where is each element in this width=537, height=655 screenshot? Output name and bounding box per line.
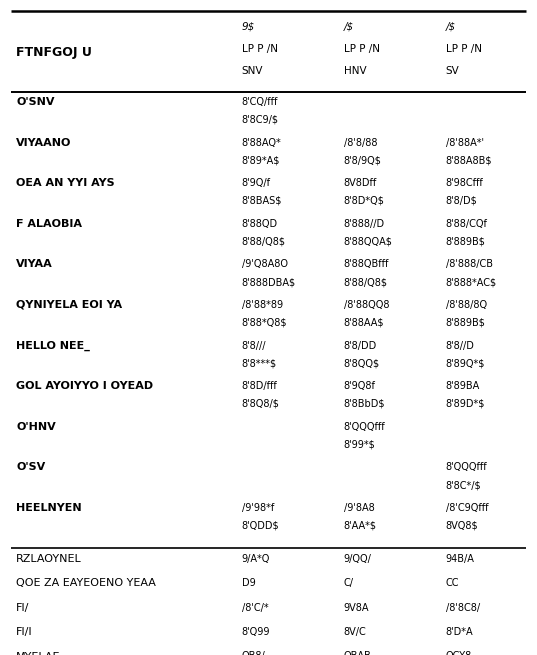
Text: 8'9Q8f: 8'9Q8f (344, 381, 375, 391)
Text: 8'AA*$: 8'AA*$ (344, 521, 376, 531)
Text: 8'8Q8/$: 8'8Q8/$ (242, 399, 280, 409)
Text: QB8/: QB8/ (242, 651, 265, 655)
Text: HNV: HNV (344, 66, 366, 76)
Text: MYELAE_: MYELAE_ (16, 651, 66, 655)
Text: 8'8BAS$: 8'8BAS$ (242, 196, 282, 206)
Text: CC: CC (446, 578, 459, 588)
Text: O'SV: O'SV (16, 462, 45, 472)
Text: 8'889B$: 8'889B$ (446, 236, 485, 246)
Text: 8'8///: 8'8/// (242, 341, 266, 350)
Text: LP P /N: LP P /N (242, 44, 278, 54)
Text: LP P /N: LP P /N (446, 44, 482, 54)
Text: 8'89BA: 8'89BA (446, 381, 480, 391)
Text: 8'89Q*$: 8'89Q*$ (446, 358, 485, 368)
Text: 8'88QBfff: 8'88QBfff (344, 259, 389, 269)
Text: 8'888DBA$: 8'888DBA$ (242, 277, 296, 287)
Text: 8'QQQfff: 8'QQQfff (446, 462, 488, 472)
Text: 8'99*$: 8'99*$ (344, 440, 375, 449)
Text: /$: /$ (344, 22, 354, 31)
Text: /8'88QQ8: /8'88QQ8 (344, 300, 389, 310)
Text: 8'88QD: 8'88QD (242, 219, 278, 229)
Text: 8'Q99: 8'Q99 (242, 627, 270, 637)
Text: 94B/A: 94B/A (446, 554, 475, 564)
Text: 9$: 9$ (242, 22, 255, 31)
Text: 8'888*AC$: 8'888*AC$ (446, 277, 497, 287)
Text: VIYAANO: VIYAANO (16, 138, 71, 147)
Text: 8'8BbD$: 8'8BbD$ (344, 399, 385, 409)
Text: 8'88*Q8$: 8'88*Q8$ (242, 318, 287, 328)
Text: 8'888//D: 8'888//D (344, 219, 385, 229)
Text: /8'C/*: /8'C/* (242, 603, 268, 612)
Text: 8'8QQ$: 8'8QQ$ (344, 358, 380, 368)
Text: QCY8: QCY8 (446, 651, 472, 655)
Text: HELLO NEE_: HELLO NEE_ (16, 341, 90, 351)
Text: /8'88/8Q: /8'88/8Q (446, 300, 487, 310)
Text: 8'9Q/f: 8'9Q/f (242, 178, 271, 188)
Text: QOE ZA EAYEOENO YEAA: QOE ZA EAYEOENO YEAA (16, 578, 156, 588)
Text: FI/I: FI/I (16, 627, 33, 637)
Text: O'HNV: O'HNV (16, 422, 56, 432)
Text: /8'88*89: /8'88*89 (242, 300, 283, 310)
Text: FI/: FI/ (16, 603, 30, 612)
Text: RZLAOYNEL: RZLAOYNEL (16, 554, 82, 564)
Text: /8'888/CB: /8'888/CB (446, 259, 493, 269)
Text: 9V8A: 9V8A (344, 603, 369, 612)
Text: FTNFGOJ U: FTNFGOJ U (16, 46, 92, 59)
Text: 8'8/D$: 8'8/D$ (446, 196, 477, 206)
Text: /8'C9Qfff: /8'C9Qfff (446, 503, 488, 513)
Text: HEELNYEN: HEELNYEN (16, 503, 82, 513)
Text: 8'88AA$: 8'88AA$ (344, 318, 384, 328)
Text: 8'89D*$: 8'89D*$ (446, 399, 485, 409)
Text: 8'8D/fff: 8'8D/fff (242, 381, 278, 391)
Text: 8'8/DD: 8'8/DD (344, 341, 377, 350)
Text: 8'88/CQf: 8'88/CQf (446, 219, 488, 229)
Text: 8'88A8B$: 8'88A8B$ (446, 155, 492, 165)
Text: SNV: SNV (242, 66, 263, 76)
Text: 8V/C: 8V/C (344, 627, 366, 637)
Text: 8V8Dff: 8V8Dff (344, 178, 377, 188)
Text: /9'8A8: /9'8A8 (344, 503, 374, 513)
Text: F ALAOBIA: F ALAOBIA (16, 219, 82, 229)
Text: QBAB: QBAB (344, 651, 372, 655)
Text: 8'8C9/$: 8'8C9/$ (242, 115, 279, 124)
Text: /8'8/88: /8'8/88 (344, 138, 377, 147)
Text: 8'8/9Q$: 8'8/9Q$ (344, 155, 382, 165)
Text: 8'QQQfff: 8'QQQfff (344, 422, 386, 432)
Text: C/: C/ (344, 578, 354, 588)
Text: 8VQ8$: 8VQ8$ (446, 521, 478, 531)
Text: OEA AN YYI AYS: OEA AN YYI AYS (16, 178, 115, 188)
Text: 8'CQ/fff: 8'CQ/fff (242, 97, 278, 107)
Text: D9: D9 (242, 578, 256, 588)
Text: /8'8C8/: /8'8C8/ (446, 603, 480, 612)
Text: 8'98Cfff: 8'98Cfff (446, 178, 483, 188)
Text: 8'8//D: 8'8//D (446, 341, 475, 350)
Text: 8'8D*Q$: 8'8D*Q$ (344, 196, 384, 206)
Text: VIYAA: VIYAA (16, 259, 53, 269)
Text: QYNIYELA EOI YA: QYNIYELA EOI YA (16, 300, 122, 310)
Text: 8'QDD$: 8'QDD$ (242, 521, 279, 531)
Text: /9'98*f: /9'98*f (242, 503, 274, 513)
Text: /$: /$ (446, 22, 456, 31)
Text: 8'88AQ*: 8'88AQ* (242, 138, 281, 147)
Text: 8'89*A$: 8'89*A$ (242, 155, 280, 165)
Text: 8'88/Q8$: 8'88/Q8$ (344, 277, 388, 287)
Text: O'SNV: O'SNV (16, 97, 55, 107)
Text: /8'88A*': /8'88A*' (446, 138, 484, 147)
Text: 8'8***$: 8'8***$ (242, 358, 277, 368)
Text: LP P /N: LP P /N (344, 44, 380, 54)
Text: 8'D*A: 8'D*A (446, 627, 473, 637)
Text: 8'88QQA$: 8'88QQA$ (344, 236, 393, 246)
Text: GOL AYOIYYO I OYEAD: GOL AYOIYYO I OYEAD (16, 381, 153, 391)
Text: 8'88/Q8$: 8'88/Q8$ (242, 236, 286, 246)
Text: 9/QQ/: 9/QQ/ (344, 554, 372, 564)
Text: /9'Q8A8O: /9'Q8A8O (242, 259, 288, 269)
Text: 9/A*Q: 9/A*Q (242, 554, 270, 564)
Text: 8'889B$: 8'889B$ (446, 318, 485, 328)
Text: 8'8C*/$: 8'8C*/$ (446, 480, 481, 490)
Text: SV: SV (446, 66, 460, 76)
